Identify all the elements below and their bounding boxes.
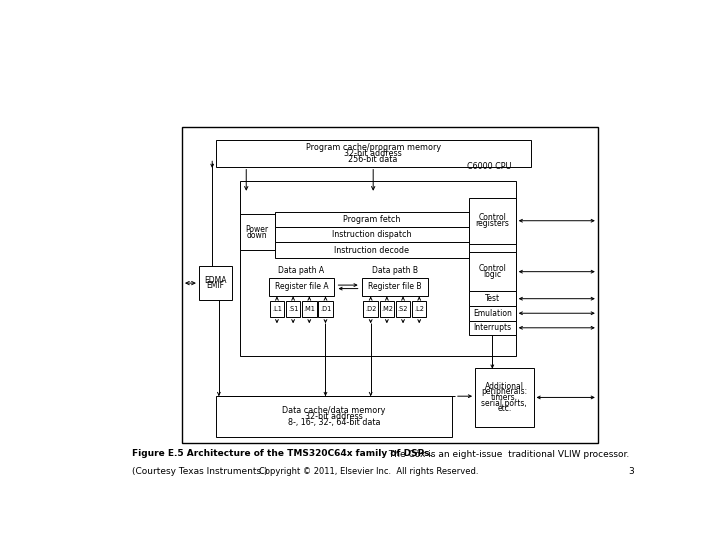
Bar bbox=[215, 396, 452, 437]
Text: Data path A: Data path A bbox=[279, 266, 325, 275]
Bar bbox=[275, 212, 469, 227]
Bar bbox=[182, 127, 598, 443]
Bar bbox=[379, 301, 394, 317]
Text: 32-bit address: 32-bit address bbox=[344, 148, 402, 158]
Text: 3: 3 bbox=[629, 467, 634, 476]
Text: Test: Test bbox=[485, 294, 500, 303]
Text: Program fetch: Program fetch bbox=[343, 215, 400, 224]
Text: .L2: .L2 bbox=[414, 306, 424, 312]
Text: EMIF: EMIF bbox=[207, 281, 225, 291]
Text: Power: Power bbox=[246, 225, 269, 234]
Bar bbox=[318, 301, 333, 317]
Text: Control: Control bbox=[478, 213, 506, 222]
Text: 32-bit address: 32-bit address bbox=[305, 412, 363, 421]
Text: .S1: .S1 bbox=[288, 306, 298, 312]
Text: serial ports,: serial ports, bbox=[482, 399, 527, 408]
Bar bbox=[469, 198, 516, 244]
Text: etc.: etc. bbox=[498, 404, 511, 414]
Text: Emulation: Emulation bbox=[473, 309, 512, 318]
Text: (Courtesy Texas Instruments.): (Courtesy Texas Instruments.) bbox=[132, 467, 267, 476]
Text: down: down bbox=[247, 231, 267, 240]
Text: .D1: .D1 bbox=[320, 306, 331, 312]
Text: Additional: Additional bbox=[485, 381, 524, 390]
Text: C6000 CPU: C6000 CPU bbox=[467, 162, 511, 171]
Bar bbox=[361, 278, 428, 295]
Bar bbox=[469, 252, 516, 292]
Bar bbox=[270, 301, 284, 317]
Text: Register file B: Register file B bbox=[368, 282, 421, 292]
Bar bbox=[275, 227, 469, 242]
Bar bbox=[269, 278, 334, 295]
Bar bbox=[240, 214, 275, 250]
Text: .L1: .L1 bbox=[272, 306, 282, 312]
Text: peripherals:: peripherals: bbox=[481, 387, 527, 396]
Bar bbox=[199, 266, 233, 300]
Bar bbox=[469, 306, 516, 321]
Text: The Cóx is an eight-issue  traditional VLIW processor.: The Cóx is an eight-issue traditional VL… bbox=[386, 449, 629, 459]
Text: Register file A: Register file A bbox=[274, 282, 328, 292]
Text: Instruction decode: Instruction decode bbox=[334, 246, 409, 254]
Bar bbox=[240, 181, 516, 356]
Bar bbox=[286, 301, 300, 317]
Text: timers,: timers, bbox=[491, 393, 518, 402]
Text: EDMA: EDMA bbox=[204, 276, 227, 285]
Bar bbox=[469, 321, 516, 335]
Bar bbox=[469, 292, 516, 306]
Text: .D2: .D2 bbox=[365, 306, 377, 312]
Text: .M1: .M1 bbox=[303, 306, 315, 312]
Text: .S2: .S2 bbox=[397, 306, 408, 312]
Text: Instruction dispatch: Instruction dispatch bbox=[332, 230, 412, 239]
Bar bbox=[275, 242, 469, 258]
Text: .M2: .M2 bbox=[381, 306, 393, 312]
Text: Interrupts: Interrupts bbox=[473, 323, 511, 332]
Text: logic: logic bbox=[483, 270, 501, 279]
Bar bbox=[396, 301, 410, 317]
Text: Control: Control bbox=[478, 264, 506, 273]
Bar bbox=[302, 301, 317, 317]
Text: Program cache/program memory: Program cache/program memory bbox=[305, 143, 441, 152]
Bar bbox=[215, 140, 531, 167]
Text: Copyright © 2011, Elsevier Inc.  All rights Reserved.: Copyright © 2011, Elsevier Inc. All righ… bbox=[259, 467, 479, 476]
Bar bbox=[364, 301, 378, 317]
Text: Figure E.5 Architecture of the TMS320C64x family of DSPs.: Figure E.5 Architecture of the TMS320C64… bbox=[132, 449, 433, 458]
Text: registers: registers bbox=[475, 219, 509, 228]
Bar bbox=[412, 301, 426, 317]
Bar bbox=[475, 368, 534, 427]
Text: 256-bit data: 256-bit data bbox=[348, 154, 398, 164]
Text: Data cache/data memory: Data cache/data memory bbox=[282, 406, 385, 415]
Text: Data path B: Data path B bbox=[372, 266, 418, 275]
Text: 8-, 16-, 32-, 64-bit data: 8-, 16-, 32-, 64-bit data bbox=[287, 418, 380, 427]
